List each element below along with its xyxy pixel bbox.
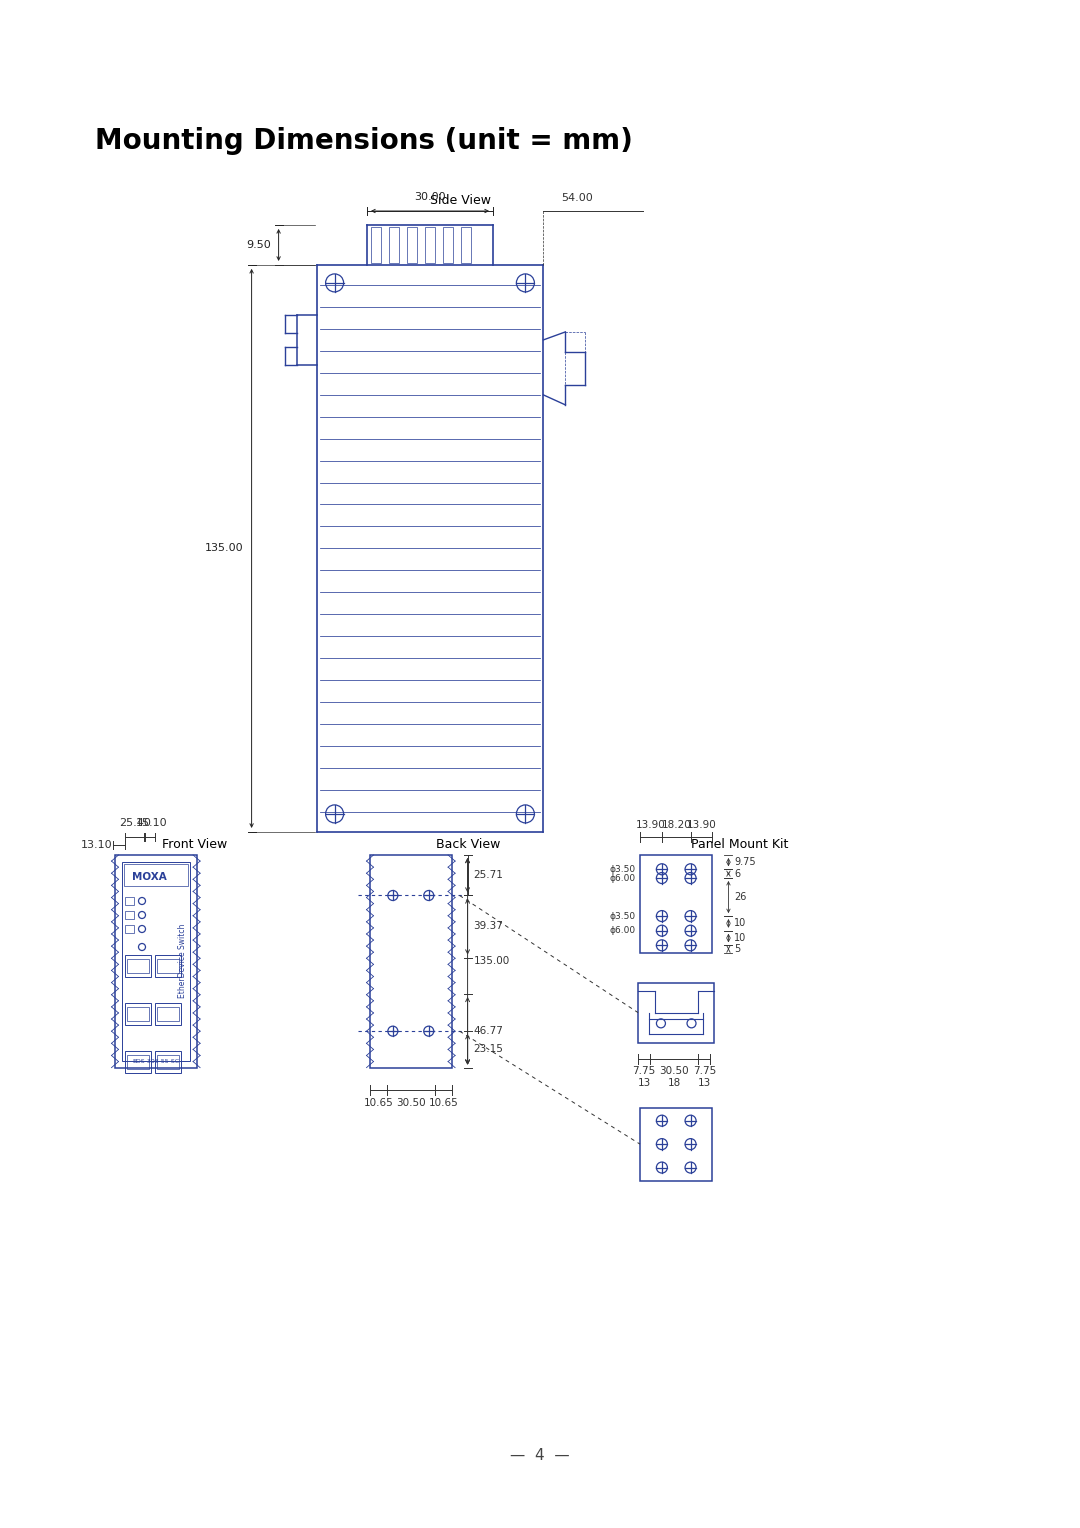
Text: 13.10: 13.10 xyxy=(80,840,112,850)
Bar xyxy=(156,1002,181,1025)
Text: 10: 10 xyxy=(734,934,746,943)
Text: ϕ6.00: ϕ6.00 xyxy=(610,874,636,883)
Bar xyxy=(638,983,715,1042)
Bar xyxy=(125,1051,151,1073)
Text: 13: 13 xyxy=(637,1079,651,1088)
Text: Panel Mount Kit: Panel Mount Kit xyxy=(691,837,788,851)
Bar xyxy=(370,228,381,263)
Text: 13.90: 13.90 xyxy=(687,821,716,830)
Text: 5: 5 xyxy=(734,944,741,953)
Text: 30.00: 30.00 xyxy=(415,193,446,202)
Bar xyxy=(157,1054,179,1070)
Bar xyxy=(156,955,181,976)
Bar xyxy=(460,228,471,263)
Bar xyxy=(443,228,454,263)
Text: 9.75: 9.75 xyxy=(734,857,756,866)
Bar xyxy=(406,228,417,263)
Text: 7.75: 7.75 xyxy=(692,1067,716,1077)
Text: 6: 6 xyxy=(734,868,741,879)
Text: MOXA: MOXA xyxy=(132,872,166,882)
Text: 18: 18 xyxy=(667,1079,680,1088)
Text: Mounting Dimensions (unit = mm): Mounting Dimensions (unit = mm) xyxy=(95,127,633,154)
Text: 9.50: 9.50 xyxy=(246,240,271,251)
Text: 135.00: 135.00 xyxy=(205,544,244,553)
Text: ϕ6.00: ϕ6.00 xyxy=(610,926,636,935)
Text: 23.15: 23.15 xyxy=(474,1045,503,1054)
Bar xyxy=(124,863,188,886)
Text: 39.37: 39.37 xyxy=(474,921,503,932)
Text: 10.65: 10.65 xyxy=(429,1097,458,1108)
Text: 25.40: 25.40 xyxy=(120,817,151,828)
Bar xyxy=(640,1108,713,1181)
Text: Back View: Back View xyxy=(436,837,500,851)
Bar xyxy=(125,897,134,905)
Bar xyxy=(370,856,451,1068)
Text: 26: 26 xyxy=(734,892,747,902)
Bar xyxy=(157,1007,179,1021)
Bar xyxy=(114,856,197,1068)
Bar xyxy=(640,856,713,952)
Text: 7.75: 7.75 xyxy=(633,1067,656,1077)
Bar xyxy=(125,911,134,918)
Text: 46.77: 46.77 xyxy=(474,1025,503,1036)
Text: 10: 10 xyxy=(734,918,746,929)
Text: ϕ3.50: ϕ3.50 xyxy=(610,865,636,874)
Text: 13.90: 13.90 xyxy=(636,821,666,830)
Bar xyxy=(127,1007,149,1021)
Text: Front View: Front View xyxy=(162,837,228,851)
Text: 18.20: 18.20 xyxy=(661,821,691,830)
Bar xyxy=(156,1051,181,1073)
Bar xyxy=(125,955,151,976)
Text: 25.71: 25.71 xyxy=(474,871,503,880)
Bar xyxy=(127,1054,149,1070)
Text: 54.00: 54.00 xyxy=(562,193,593,203)
Bar xyxy=(122,862,190,1060)
Text: 13: 13 xyxy=(698,1079,711,1088)
Text: EtherDevice Switch: EtherDevice Switch xyxy=(178,924,187,998)
Text: ϕ3.50: ϕ3.50 xyxy=(610,912,636,920)
Text: —  4  —: — 4 — xyxy=(510,1447,570,1462)
Text: 30.50: 30.50 xyxy=(660,1067,689,1077)
Text: 15.10: 15.10 xyxy=(136,817,167,828)
Bar xyxy=(389,228,400,263)
Bar xyxy=(125,1002,151,1025)
Bar xyxy=(125,924,134,934)
Bar xyxy=(157,960,179,973)
Bar xyxy=(424,228,435,263)
Text: 135.00: 135.00 xyxy=(474,957,510,966)
Text: EDS-308-55-SC: EDS-308-55-SC xyxy=(132,1059,179,1063)
Text: Side View: Side View xyxy=(430,194,490,206)
Bar xyxy=(127,960,149,973)
Text: 30.50: 30.50 xyxy=(396,1097,426,1108)
Text: 10.65: 10.65 xyxy=(364,1097,393,1108)
